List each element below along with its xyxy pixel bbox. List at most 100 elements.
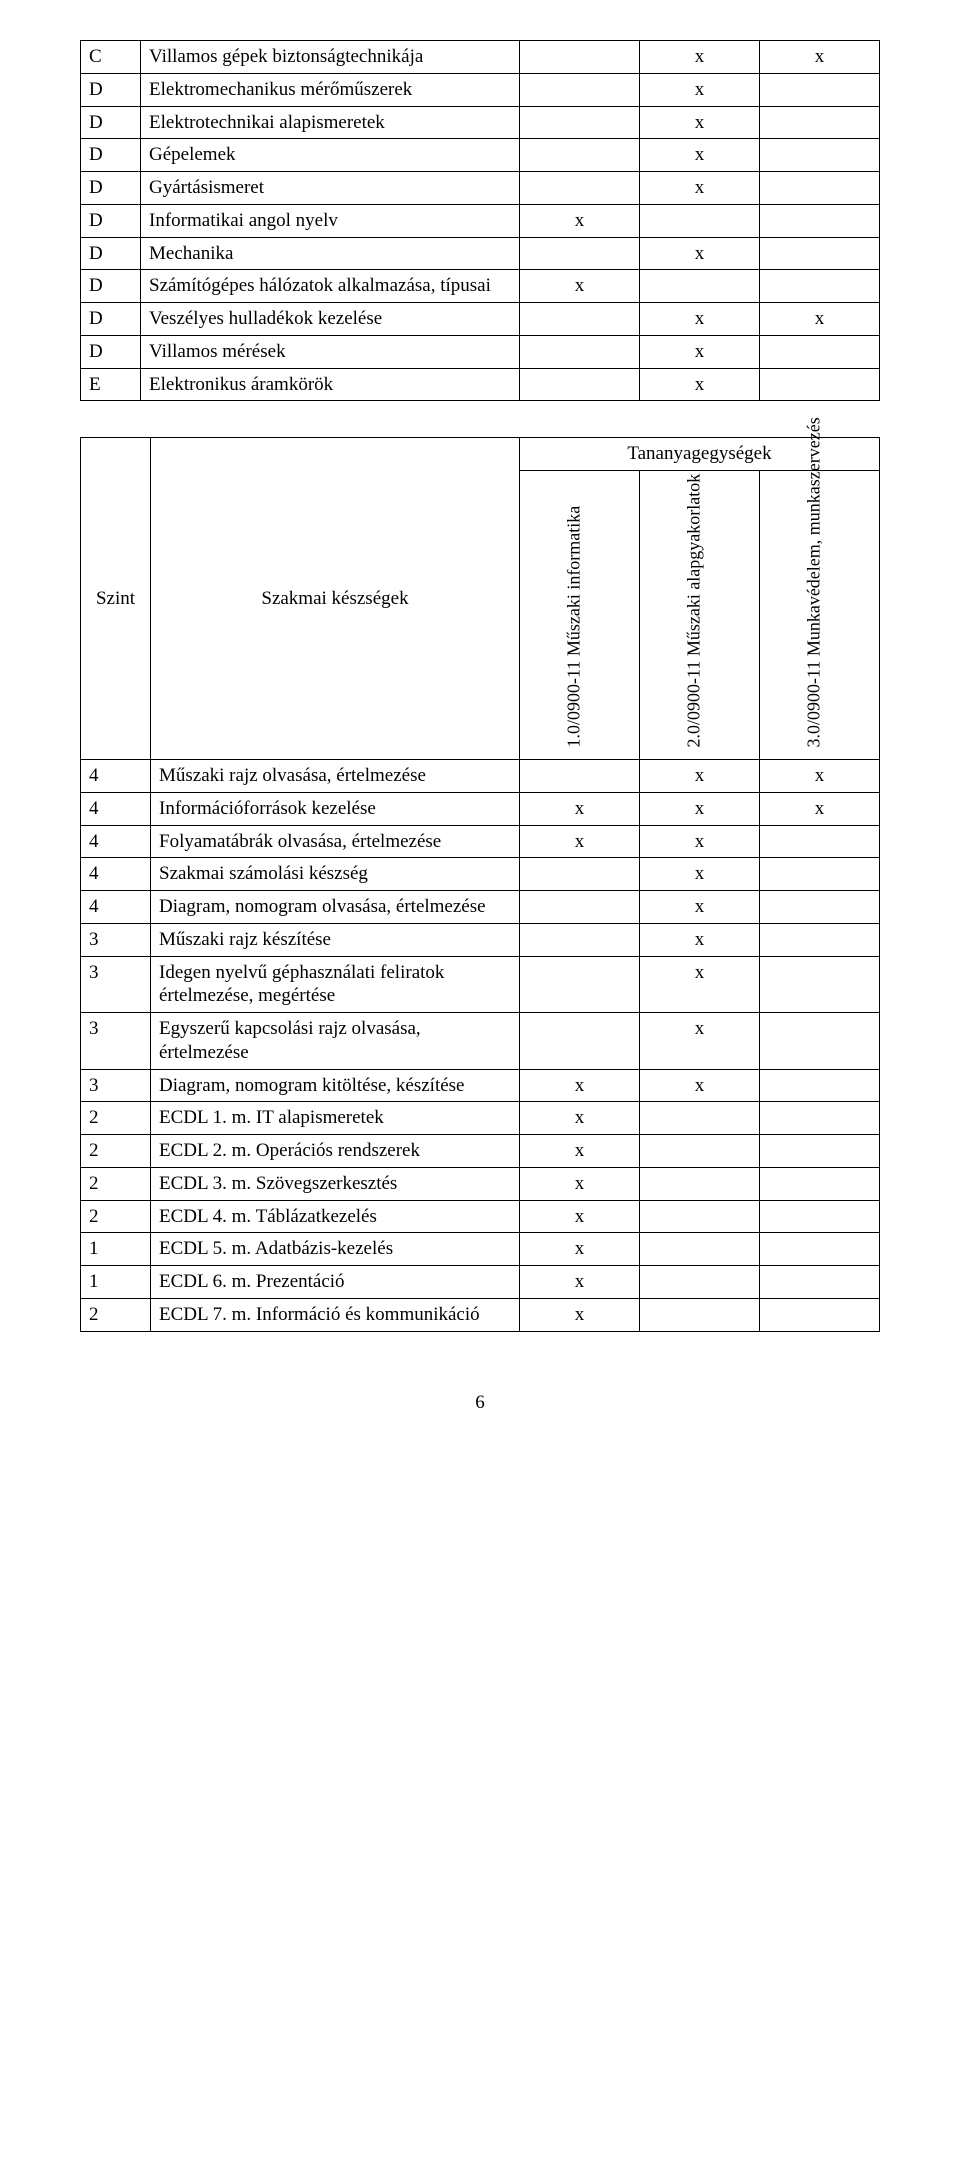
cell-c3 <box>760 270 880 303</box>
cell-c1: x <box>519 1135 639 1168</box>
cell-szint: 2 <box>81 1200 151 1233</box>
cell-c1: x <box>519 825 639 858</box>
table-row: 2ECDL 2. m. Operációs rendszerekx <box>81 1135 880 1168</box>
table-row: DGépelemekx <box>81 139 880 172</box>
cell-c1 <box>519 858 639 891</box>
table-row: DGyártásismeretx <box>81 172 880 205</box>
cell-c1: x <box>519 1266 639 1299</box>
cell-c2: x <box>640 335 760 368</box>
cell-c1 <box>520 139 640 172</box>
cell-c2: x <box>639 891 759 924</box>
cell-szint: 3 <box>81 923 151 956</box>
cell-c1 <box>520 368 640 401</box>
header-tananyag: Tananyagegységek <box>519 438 879 471</box>
cell-name: Informatikai angol nyelv <box>141 204 520 237</box>
header-szint: Szint <box>81 438 151 760</box>
cell-name: Diagram, nomogram kitöltése, készítése <box>151 1069 520 1102</box>
cell-c1 <box>519 760 639 793</box>
cell-c2: x <box>639 923 759 956</box>
cell-szint: 4 <box>81 825 151 858</box>
table-row: 1ECDL 6. m. Prezentációx <box>81 1266 880 1299</box>
cell-c2: x <box>640 303 760 336</box>
table-row: EElektronikus áramkörökx <box>81 368 880 401</box>
cell-code: D <box>81 303 141 336</box>
cell-c2: x <box>639 1013 759 1070</box>
col-header-c2: 2.0/0900-11 Műszaki alapgyakorlatok <box>639 471 759 760</box>
cell-c2 <box>639 1266 759 1299</box>
cell-c1: x <box>519 1200 639 1233</box>
table-row: 4Információforrások kezelésexxx <box>81 792 880 825</box>
cell-szint: 2 <box>81 1102 151 1135</box>
cell-szint: 2 <box>81 1135 151 1168</box>
cell-c2 <box>640 204 760 237</box>
cell-c2: x <box>639 825 759 858</box>
table-row: 4Szakmai számolási készségx <box>81 858 880 891</box>
cell-c3 <box>759 956 879 1013</box>
cell-c3 <box>759 1135 879 1168</box>
cell-code: D <box>81 335 141 368</box>
cell-name: Villamos mérések <box>141 335 520 368</box>
cell-szint: 1 <box>81 1266 151 1299</box>
table-row: 4Diagram, nomogram olvasása, értelmezése… <box>81 891 880 924</box>
cell-c1: x <box>520 204 640 237</box>
cell-c3 <box>759 1102 879 1135</box>
cell-c1 <box>520 303 640 336</box>
cell-c1: x <box>519 792 639 825</box>
cell-c2: x <box>639 792 759 825</box>
table-row: DSzámítógépes hálózatok alkalmazása, típ… <box>81 270 880 303</box>
cell-c1: x <box>519 1167 639 1200</box>
cell-c3 <box>760 204 880 237</box>
cell-c3 <box>760 335 880 368</box>
cell-c3 <box>759 1298 879 1331</box>
cell-name: Információforrások kezelése <box>151 792 520 825</box>
cell-c3: x <box>760 41 880 74</box>
table-row: 4Folyamatábrák olvasása, értelmezésexx <box>81 825 880 858</box>
cell-c3: x <box>759 760 879 793</box>
table-row: DInformatikai angol nyelvx <box>81 204 880 237</box>
cell-c3 <box>759 1200 879 1233</box>
cell-name: ECDL 2. m. Operációs rendszerek <box>151 1135 520 1168</box>
cell-c2: x <box>640 139 760 172</box>
cell-c1 <box>519 891 639 924</box>
cell-c3 <box>760 106 880 139</box>
cell-c1: x <box>519 1298 639 1331</box>
cell-c1 <box>519 956 639 1013</box>
cell-szint: 4 <box>81 858 151 891</box>
cell-name: Mechanika <box>141 237 520 270</box>
cell-c3: x <box>760 303 880 336</box>
table-row: DVillamos mérések x <box>81 335 880 368</box>
cell-c1 <box>520 172 640 205</box>
cell-name: Műszaki rajz készítése <box>151 923 520 956</box>
cell-code: D <box>81 106 141 139</box>
cell-name: Gyártásismeret <box>141 172 520 205</box>
cell-c3 <box>759 1013 879 1070</box>
cell-c2 <box>639 1298 759 1331</box>
cell-c3 <box>760 73 880 106</box>
cell-c2 <box>639 1167 759 1200</box>
cell-c3 <box>760 237 880 270</box>
cell-code: E <box>81 368 141 401</box>
cell-szint: 3 <box>81 1069 151 1102</box>
cell-c3 <box>759 825 879 858</box>
cell-c3 <box>759 1233 879 1266</box>
cell-name: Elektromechanikus mérőműszerek <box>141 73 520 106</box>
cell-code: C <box>81 41 141 74</box>
table-skills-body: 4Műszaki rajz olvasása, értelmezésexx4In… <box>81 760 880 1332</box>
table-subjects-body: CVillamos gépek biztonságtechnikájaxxDEl… <box>81 41 880 401</box>
cell-c1 <box>520 237 640 270</box>
cell-name: Diagram, nomogram olvasása, értelmezése <box>151 891 520 924</box>
cell-szint: 3 <box>81 1013 151 1070</box>
table-row: DVeszélyes hulladékok kezelésexx <box>81 303 880 336</box>
cell-c3 <box>759 891 879 924</box>
cell-c1 <box>520 73 640 106</box>
cell-c1: x <box>519 1233 639 1266</box>
cell-code: D <box>81 73 141 106</box>
cell-code: D <box>81 139 141 172</box>
cell-name: ECDL 4. m. Táblázatkezelés <box>151 1200 520 1233</box>
header-szakmai: Szakmai készségek <box>151 438 520 760</box>
col-header-c3: 3.0/0900-11 Munkavédelem, munkaszervezés <box>759 471 879 760</box>
cell-c1 <box>520 106 640 139</box>
cell-c2 <box>639 1200 759 1233</box>
cell-c1: x <box>519 1069 639 1102</box>
cell-c2: x <box>639 1069 759 1102</box>
